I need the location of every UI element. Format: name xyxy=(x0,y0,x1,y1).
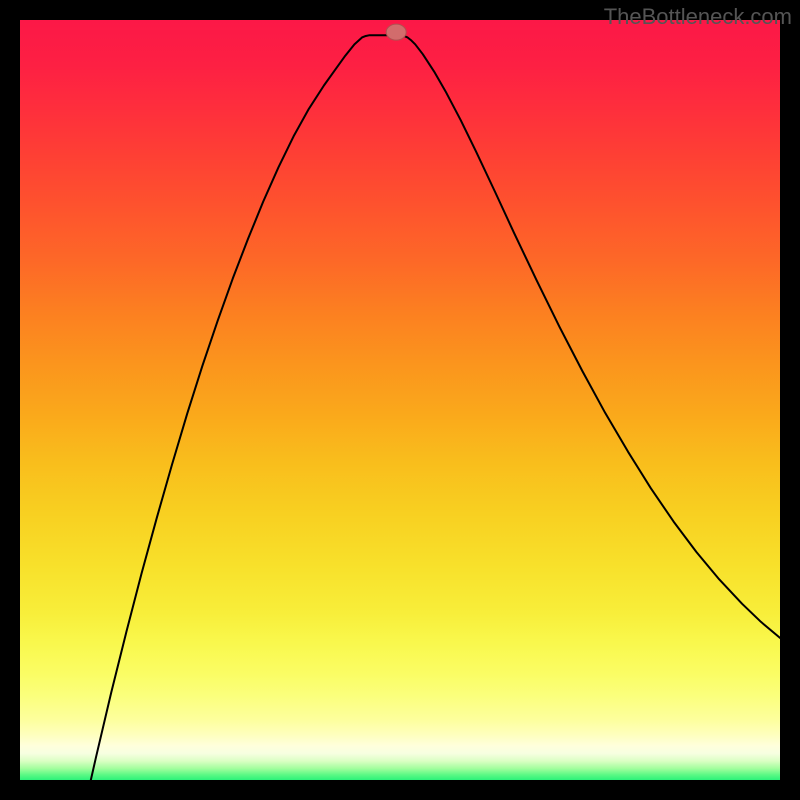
chart-svg xyxy=(0,0,800,800)
bottleneck-chart: TheBottleneck.com xyxy=(0,0,800,800)
chart-background-gradient xyxy=(20,20,780,780)
watermark-text: TheBottleneck.com xyxy=(604,4,792,30)
optimal-point-marker xyxy=(386,24,406,40)
